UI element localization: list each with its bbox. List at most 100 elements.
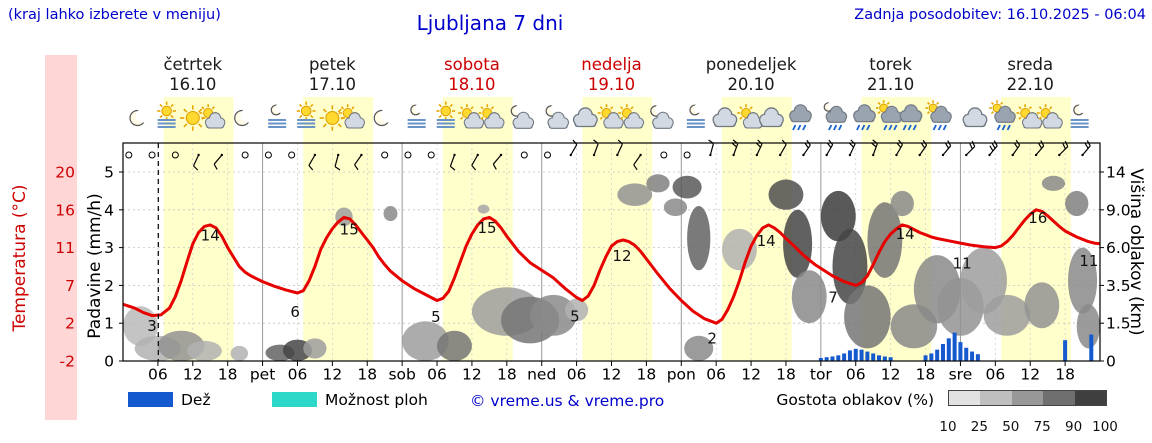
temp-point-label: 11 [1079,252,1098,270]
cloud-density-scale [948,390,1107,406]
copyright-link[interactable]: © vreme.us & vreme.pro [470,392,665,410]
x-tick-label: 18 [357,366,377,384]
x-tick-label: 06 [148,366,168,384]
weather-icon-cloudmoon [510,105,535,129]
day-date: 16.10 [169,75,216,94]
cloud-blob [530,294,577,336]
wind-symbol [895,139,903,157]
weather-icon-fogmoon [407,104,426,128]
temp-tick-label: 7 [65,277,75,295]
wind-symbol [802,139,811,157]
page-title: Ljubljana 7 dni [416,11,564,35]
wind-symbol [1058,140,1069,157]
temp-point-label: 11 [953,255,972,273]
temp-point-label: 15 [340,220,359,238]
precip-bar [865,351,870,361]
wind-symbol [404,151,412,159]
wind-symbol [449,153,456,171]
x-tick-label: 18 [497,366,517,384]
temp-tick-label: -2 [60,353,75,371]
cloud-blob [844,285,891,349]
wind-symbol [148,151,156,159]
temp-point-label: 15 [478,219,497,237]
wind-symbol [471,153,479,171]
weather-icon-fogsun [436,101,456,128]
cloud-tick-label: 1.5 [1106,315,1131,333]
wind-symbol [308,153,317,171]
x-tick-label: 06 [985,366,1005,384]
temp-axis-strip [45,55,77,420]
cloud-blob [684,335,714,361]
wind-symbol [171,151,179,159]
density-segment [1043,391,1075,405]
cloud-blob [820,190,856,242]
day-date: 21.10 [867,75,914,94]
precip-bar [946,338,951,361]
cloud-tick-label: 6.0 [1106,239,1131,257]
precip-tick-label: 1 [104,315,114,333]
weather-icon-fogmoon [1070,104,1089,128]
cloud-blob [383,206,398,222]
temp-tick-label: 2 [65,315,75,333]
wind-symbol [213,153,224,170]
precip-bar [952,332,957,361]
rain-legend-label: Dež [181,391,211,409]
wind-symbol [1034,140,1045,157]
weather-icon-rainsun [989,100,1016,131]
wind-symbol [965,140,976,157]
cloud-blob [1068,247,1098,314]
cloud-density-label: Gostota oblakov (%) [776,391,934,409]
cloud-blob [1065,190,1089,217]
cloud-blob [768,179,804,210]
x-tick-label: 18 [218,366,238,384]
weather-icon-rainmoon [823,102,848,131]
weather-icon-fogmoon [268,104,287,128]
precip-bar [929,353,934,361]
weather-icon-moon [373,109,390,127]
wind-symbol [778,139,787,157]
wind-symbol [660,151,668,159]
x-tick-label: 06 [427,366,447,384]
day-name: ponedeljek [706,55,797,74]
temp-point-label: 16 [1028,209,1047,227]
weather-icon-fogsun [296,101,316,128]
day-name: sobota [444,55,500,74]
precip-tick-label: 4 [104,201,114,219]
day-name: petek [309,55,356,74]
wind-symbol [264,151,272,159]
x-tick-label: 06 [706,366,726,384]
wind-symbol [1081,140,1091,157]
weather-icon-moon [234,109,251,127]
cloud-blob [646,174,670,193]
precip-bar [859,349,864,361]
temp-point-label: 14 [757,232,776,250]
weather-icon-partsun [199,104,226,129]
precip-tick-label: 2 [104,277,114,295]
wind-symbol [592,139,599,157]
weather-icon-partsun [1036,104,1063,129]
wind-symbol [683,151,691,159]
day-date: 18.10 [448,75,495,94]
cloud-blob [687,206,711,271]
precip-bar [1063,340,1068,361]
cloud-tick-label: 9.0 [1106,201,1131,219]
wind-symbol [192,153,200,171]
location-hint: (kraj lahko izberete v meniju) [8,7,221,23]
density-segment [1011,391,1044,405]
temp-point-label: 12 [612,247,631,265]
x-tick-label: 12 [462,366,482,384]
precip-bar [923,355,928,361]
density-tick-label: 50 [1002,419,1020,435]
precip-layer [818,332,1094,361]
wind-symbol [616,139,623,157]
precip-bar [940,343,945,361]
weather-icon-fogsun [157,101,176,128]
wind-symbol [755,139,763,157]
x-tick-label: tor [810,366,833,384]
weather-icon-cloudmoon [650,105,674,129]
cloud-blob [783,209,813,278]
cloud-layer [123,174,1100,361]
temperature-curve [123,208,1100,325]
density-tick-label: 90 [1065,419,1083,435]
